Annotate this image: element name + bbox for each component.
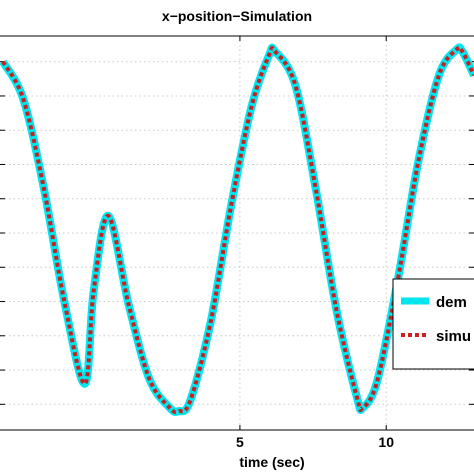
chart-title: x−position−Simulation: [162, 8, 312, 24]
legend-label-dem: dem: [436, 294, 467, 311]
tick-labels: 5 10: [236, 434, 394, 450]
legend-label-simu: simu: [436, 328, 471, 345]
x-tick-label-0: 5: [236, 434, 244, 450]
series-line-simu: [1, 45, 474, 414]
series-layer: [0, 43, 474, 416]
x-tick-label-1: 10: [378, 434, 394, 450]
x-axis-label: time (sec): [239, 454, 304, 470]
legend: dem simu: [392, 278, 474, 370]
axes: [0, 35, 474, 431]
legend-box: [392, 278, 474, 370]
